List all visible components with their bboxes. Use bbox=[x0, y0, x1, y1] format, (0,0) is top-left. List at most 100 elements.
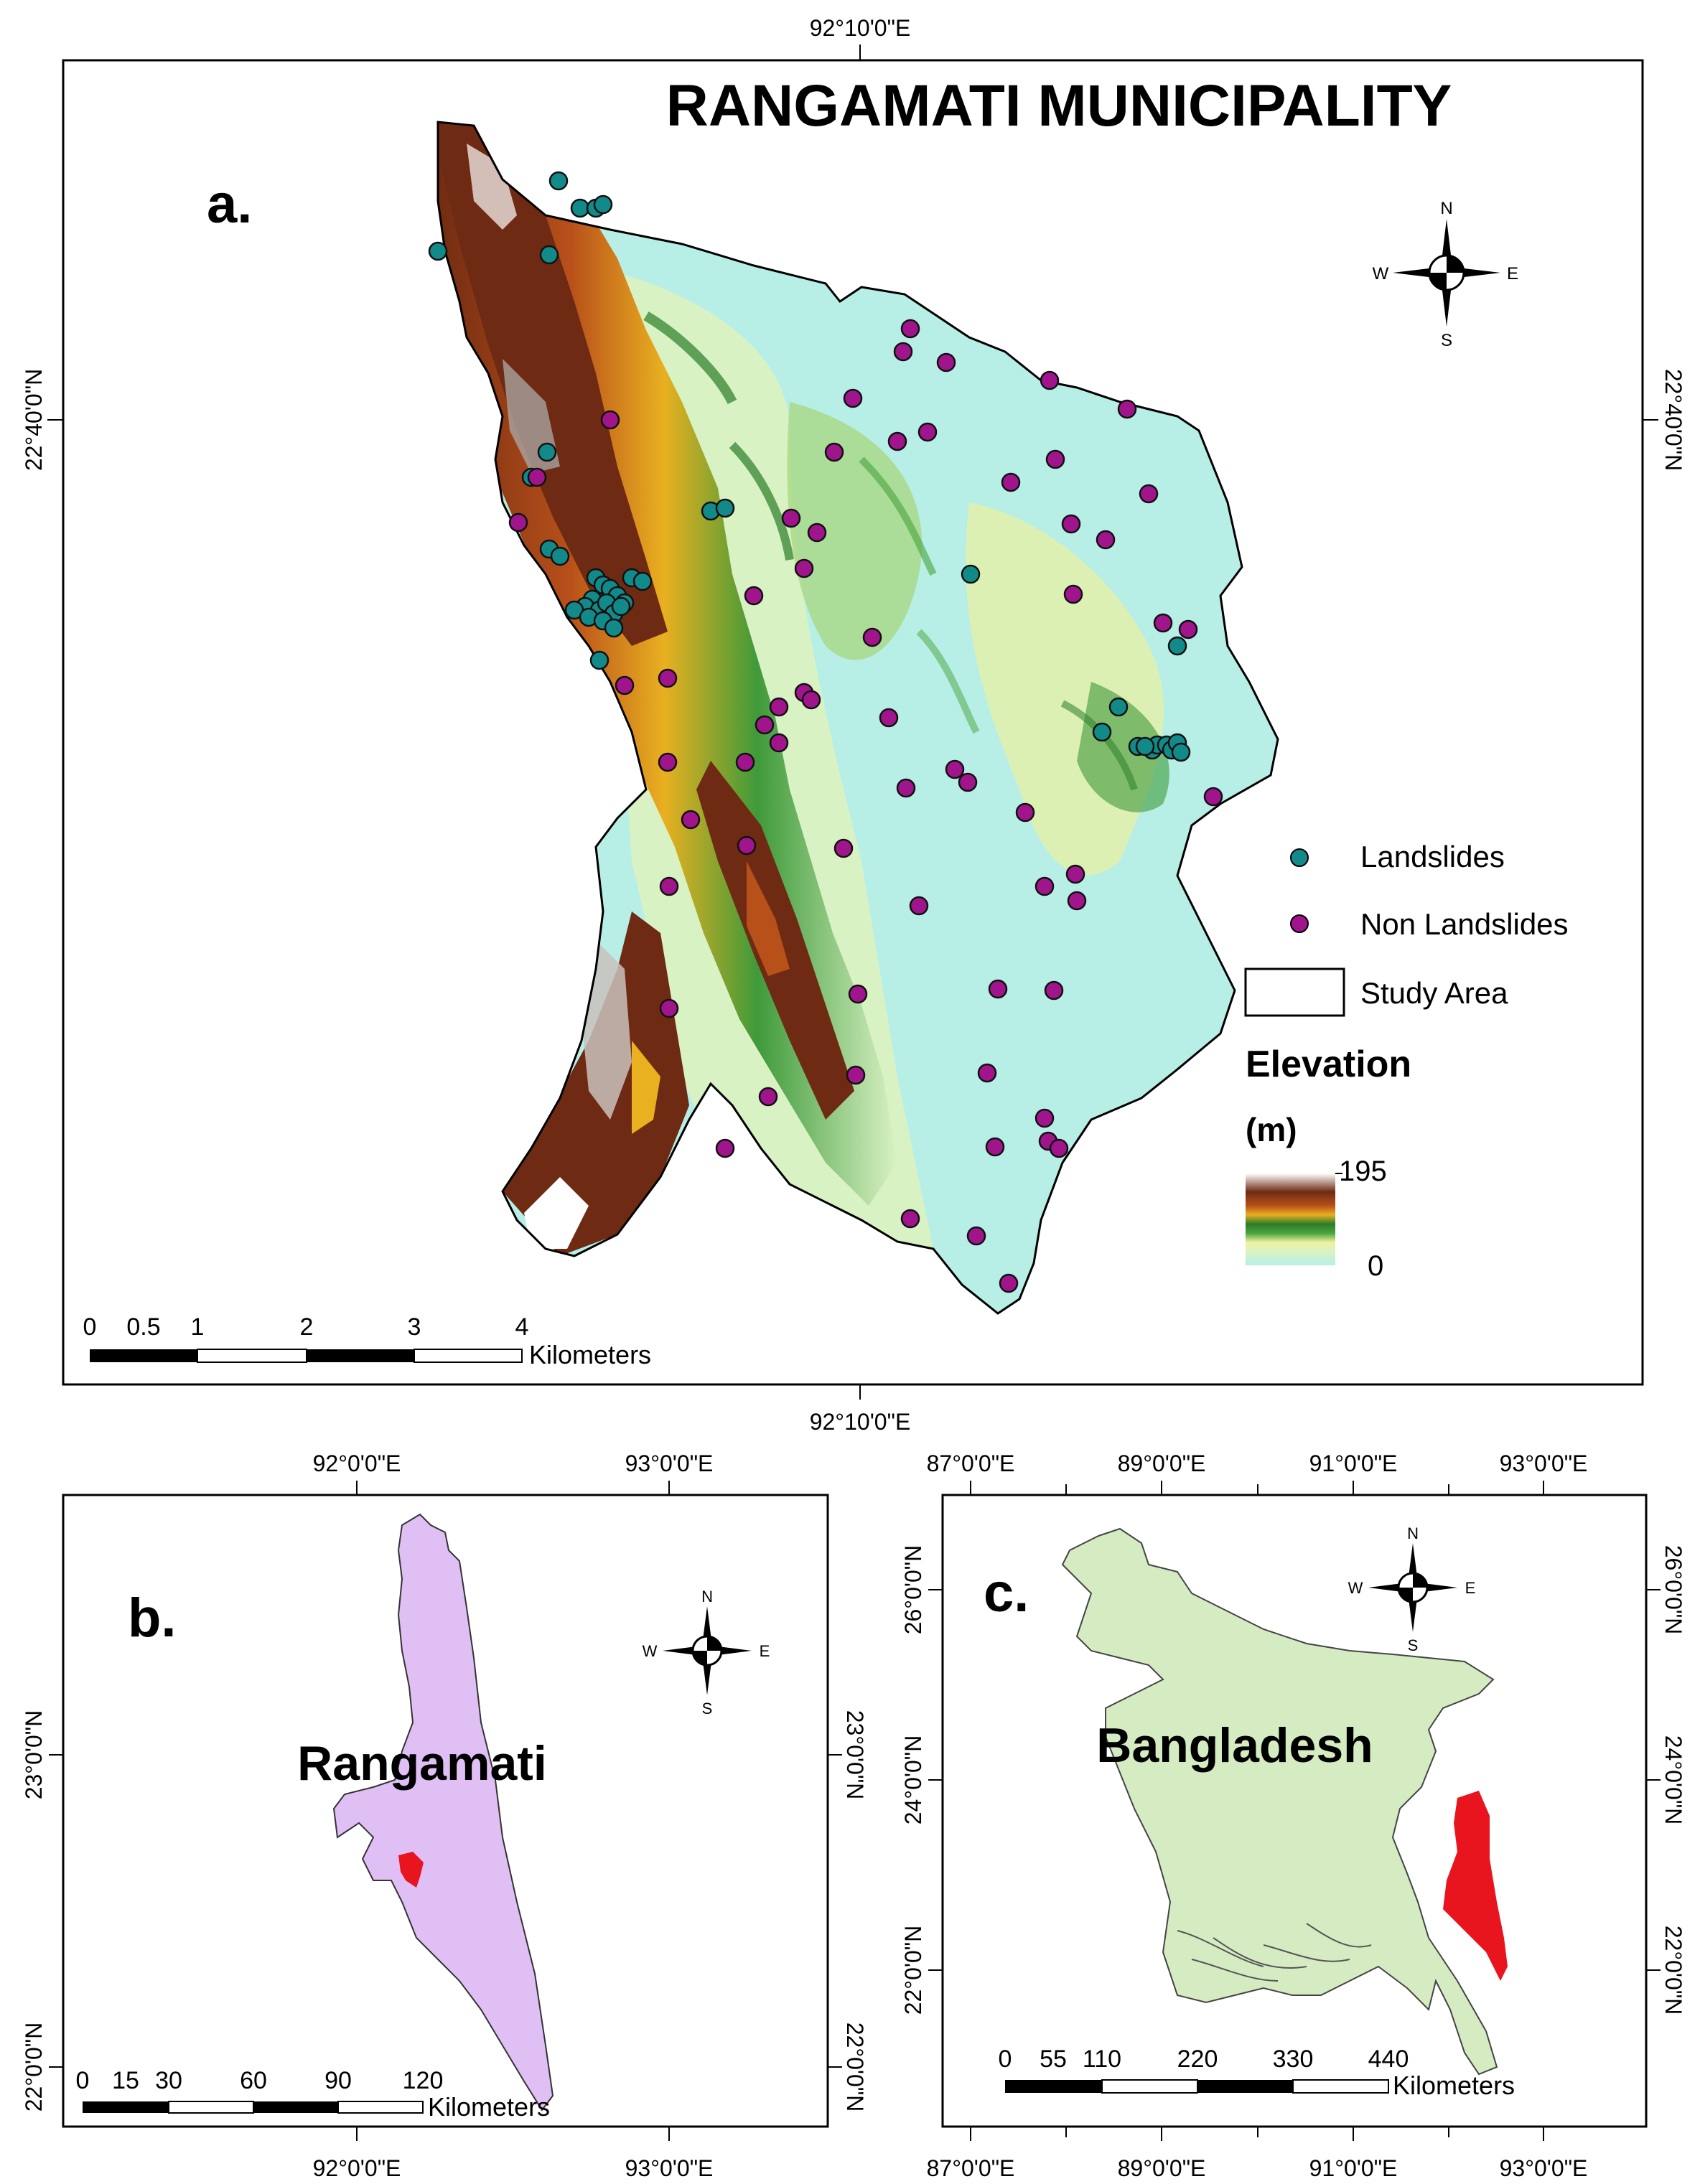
landslide-legend-label: Landslides bbox=[1360, 840, 1505, 873]
landslide-point bbox=[548, 171, 569, 191]
scale-b-tick-3: 60 bbox=[240, 2067, 267, 2094]
non-landslide-point bbox=[794, 558, 814, 578]
non-landslide-point bbox=[909, 896, 929, 916]
non-landslide-point bbox=[758, 1087, 778, 1107]
scale-c-tick-1: 55 bbox=[1040, 2045, 1067, 2073]
country-name-label: Bangladesh bbox=[1096, 1718, 1373, 1773]
non-landslide-point bbox=[824, 442, 844, 462]
non-landslide-point bbox=[900, 319, 920, 339]
non-landslide-point bbox=[985, 1137, 1005, 1157]
landslide-legend-symbol bbox=[1290, 848, 1309, 867]
legend-a: Landslides Non Landslides Study Area Ele… bbox=[1244, 840, 1569, 1282]
landslide-point bbox=[1171, 742, 1191, 762]
non-landslide-point bbox=[600, 410, 620, 430]
c-bottom-lon-3: 93°0'0"E bbox=[1500, 2155, 1588, 2181]
non-landslide-point bbox=[781, 508, 801, 528]
non-landslide-point bbox=[1035, 1108, 1055, 1128]
c-top-lon-2: 91°0'0"E bbox=[1309, 1450, 1398, 1476]
b-bottom-lon-0: 92°0'0"E bbox=[313, 2155, 401, 2181]
non-landslide-point bbox=[848, 984, 868, 1004]
non-landslide-point bbox=[1153, 613, 1173, 633]
non-landslide-points bbox=[508, 319, 1223, 1293]
b-top-lon-1: 93°0'0"E bbox=[625, 1450, 714, 1476]
coastal-river-lines bbox=[1177, 1923, 1372, 1982]
landslide-point bbox=[632, 571, 653, 591]
non-landslide-point bbox=[508, 512, 528, 533]
scale-a-tick-3: 2 bbox=[300, 1313, 314, 1341]
landslide-point bbox=[604, 618, 624, 638]
study-area-legend-symbol bbox=[1244, 967, 1345, 1017]
non-landslide-point bbox=[1044, 980, 1064, 1000]
panel-b: 92°0'0"E 93°0'0"E 92°0'0"E 93°0'0"E 23°0… bbox=[21, 1450, 868, 2181]
non-landslide-point bbox=[735, 752, 755, 772]
c-right-lat-0: 26°0'0"N bbox=[1661, 1545, 1686, 1635]
panel-c-label: c. bbox=[984, 1562, 1029, 1623]
non-landslide-point bbox=[1096, 530, 1116, 550]
non-landslide-point bbox=[966, 1226, 986, 1246]
c-left-lat-2: 22°0'0"N bbox=[900, 1926, 926, 2015]
non-landslide-point bbox=[769, 733, 789, 753]
non-landslide-point bbox=[755, 715, 775, 735]
c-top-lon-0: 87°0'0"E bbox=[927, 1450, 1015, 1476]
scale-a-tick-0: 0 bbox=[83, 1313, 97, 1341]
north-arrow-c: N S E W bbox=[1348, 1524, 1476, 1654]
non-landslide-point bbox=[977, 1063, 997, 1083]
non-landslide-point bbox=[917, 422, 938, 442]
c-west-label: W bbox=[1348, 1579, 1363, 1597]
municipality-location-marker bbox=[398, 1852, 424, 1888]
c-bottom-lon-2: 91°0'0"E bbox=[1309, 2155, 1398, 2181]
b-left-lat-0: 23°0'0"N bbox=[21, 1710, 47, 1800]
c-east-label: E bbox=[1465, 1579, 1476, 1597]
non-landslide-point bbox=[893, 342, 913, 362]
non-landslide-point bbox=[615, 675, 635, 695]
scale-b-tick-4: 90 bbox=[324, 2067, 352, 2094]
c-right-lat-2: 22°0'0"N bbox=[1661, 1926, 1686, 2015]
non-landslide-point bbox=[843, 388, 863, 408]
panel-c: 87°0'0"E 89°0'0"E 91°0'0"E 93°0'0"E 87°0… bbox=[900, 1450, 1686, 2181]
landslide-point bbox=[593, 195, 613, 215]
non-landslide-point bbox=[1045, 449, 1065, 469]
scale-a-unit: Kilometers bbox=[529, 1340, 651, 1369]
scale-bar-c: 0 55 110 220 330 440 Kilometers bbox=[999, 2045, 1515, 2100]
non-landslide-point bbox=[887, 431, 907, 451]
bangladesh-country-shape bbox=[1061, 1527, 1498, 2076]
map-title: RANGAMATI MUNICIPALITY bbox=[666, 73, 1452, 139]
non-landslide-point bbox=[801, 690, 821, 710]
non-landslide-legend-symbol bbox=[1290, 914, 1309, 933]
non-landslide-point bbox=[958, 772, 978, 792]
b-left-lat-1: 22°0'0"N bbox=[21, 2023, 47, 2112]
scale-b-tick-2: 30 bbox=[155, 2067, 182, 2094]
b-right-lat-0: 23°0'0"N bbox=[842, 1710, 868, 1800]
scale-b-tick-0: 0 bbox=[76, 2067, 90, 2094]
scale-c-tick-0: 0 bbox=[999, 2045, 1012, 2073]
b-right-lat-1: 22°0'0"N bbox=[842, 2023, 868, 2112]
landslide-point bbox=[589, 650, 610, 670]
south-label: S bbox=[1441, 331, 1452, 350]
scale-c-tick-2: 110 bbox=[1083, 2045, 1121, 2073]
b-top-lon-0: 92°0'0"E bbox=[313, 1450, 401, 1476]
rangamati-district-highlight bbox=[1443, 1791, 1508, 1981]
b-south-label: S bbox=[702, 1700, 713, 1717]
non-landslide-point bbox=[1049, 1138, 1069, 1158]
non-landslide-point bbox=[737, 835, 757, 856]
c-top-lon-3: 93°0'0"E bbox=[1500, 1450, 1588, 1476]
non-landslide-point bbox=[879, 708, 899, 728]
non-landslide-point bbox=[681, 810, 701, 830]
non-landslide-point bbox=[1203, 787, 1223, 807]
non-landslide-point bbox=[936, 352, 956, 372]
non-landslide-point bbox=[1035, 876, 1055, 896]
c-left-lat-0: 26°0'0"N bbox=[900, 1545, 926, 1635]
non-landslide-point bbox=[744, 586, 764, 606]
non-landslide-point bbox=[1040, 370, 1060, 390]
panel-b-label: b. bbox=[128, 1588, 177, 1649]
non-landslide-point bbox=[1178, 619, 1198, 639]
non-landslide-point bbox=[896, 778, 916, 798]
scale-a-tick-2: 1 bbox=[191, 1313, 205, 1341]
scale-c-unit: Kilometers bbox=[1393, 2071, 1515, 2100]
landslide-point bbox=[961, 564, 981, 584]
north-arrow-b: N S E W bbox=[643, 1588, 770, 1717]
non-landslide-point bbox=[807, 522, 827, 543]
b-bottom-lon-1: 93°0'0"E bbox=[625, 2155, 714, 2181]
non-landslide-point bbox=[659, 998, 679, 1018]
